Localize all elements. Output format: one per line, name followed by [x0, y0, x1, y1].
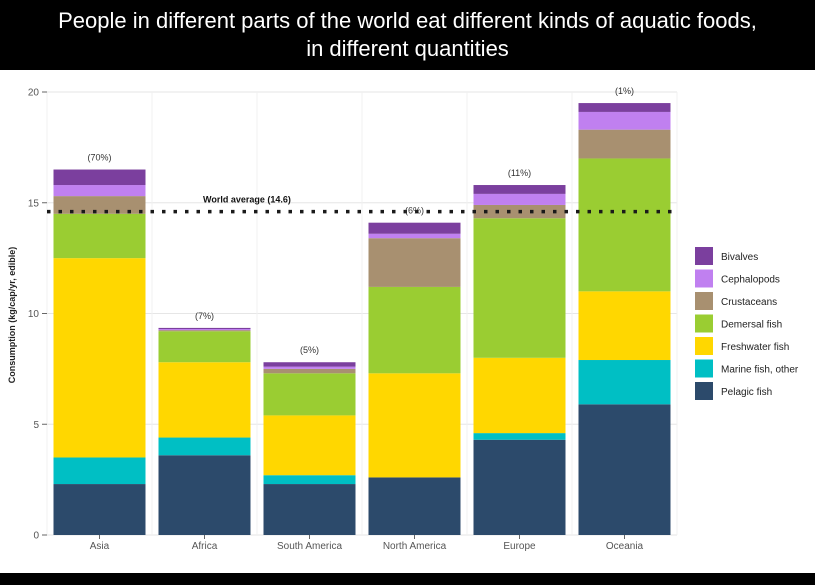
bar-segment-africa-pelagic-fish — [158, 455, 251, 535]
bar-segment-europe-cephalopods — [473, 193, 566, 205]
legend-label-freshwater-fish: Freshwater fish — [721, 342, 789, 353]
bar-segment-north-america-crustaceans — [368, 238, 461, 287]
world-average-label: World average (14.6) — [203, 195, 291, 205]
bar-segment-south-america-freshwater-fish — [263, 415, 356, 476]
bar-segment-africa-demersal-fish — [158, 331, 251, 363]
bar-segment-asia-freshwater-fish — [53, 258, 146, 458]
legend-label-demersal-fish: Demersal fish — [721, 320, 782, 331]
bars — [53, 103, 671, 535]
bar-segment-south-america-marine-fish-other — [263, 475, 356, 485]
y-axis: 0 5 10 15 20 — [28, 88, 47, 542]
bar-segment-africa-freshwater-fish — [158, 362, 251, 438]
share-label-oceania: (1%) — [615, 86, 634, 96]
bar-segment-oceania-cephalopods — [578, 111, 671, 130]
bar-segment-europe-demersal-fish — [473, 218, 566, 358]
bar-segment-oceania-marine-fish-other — [578, 360, 671, 405]
bar-segment-africa-cephalopods — [158, 329, 251, 331]
bar-segment-south-america-cephalopods — [263, 366, 356, 369]
gridlines — [46, 91, 678, 536]
bar-segment-oceania-crustaceans — [578, 129, 671, 159]
x-tick-label-oceania: Oceania — [606, 541, 644, 552]
bar-segment-oceania-bivalves — [578, 103, 671, 112]
legend-swatch-marine-fish-other — [695, 359, 713, 378]
bar-segment-europe-marine-fish-other — [473, 433, 566, 440]
share-label-asia: (70%) — [87, 153, 111, 163]
legend-label-bivalves: Bivalves — [721, 252, 758, 263]
chart-title: People in different parts of the world e… — [58, 8, 757, 61]
bar-segment-africa-bivalves — [158, 327, 251, 330]
y-tick-label: 5 — [33, 420, 39, 431]
y-tick-label: 0 — [33, 531, 39, 542]
bar-segment-africa-marine-fish-other — [158, 437, 251, 456]
legend-swatch-pelagic-fish — [695, 382, 713, 400]
legend-swatch-bivalves — [695, 247, 713, 265]
share-label-north-america: (6%) — [405, 206, 424, 216]
title-bar: People in different parts of the world e… — [0, 0, 815, 70]
bar-segment-south-america-crustaceans — [263, 368, 356, 374]
world-average-line: World average (14.6) — [47, 195, 677, 214]
bar-segment-south-america-bivalves — [263, 362, 356, 367]
bar-segment-europe-freshwater-fish — [473, 357, 566, 434]
legend-label-pelagic-fish: Pelagic fish — [721, 387, 772, 398]
x-tick-label-south-america: South America — [277, 541, 342, 552]
y-axis-label: Consumption (kg/cap/yr, edible) — [7, 247, 17, 384]
bar-segment-north-america-pelagic-fish — [368, 477, 461, 535]
legend-swatch-demersal-fish — [695, 314, 713, 333]
bar-segment-oceania-pelagic-fish — [578, 404, 671, 535]
x-tick-label-africa: Africa — [192, 541, 218, 552]
legend-swatch-crustaceans — [695, 292, 713, 310]
bar-segment-europe-bivalves — [473, 185, 566, 194]
bar-segment-asia-marine-fish-other — [53, 457, 146, 485]
footer-bar — [0, 573, 815, 585]
bar-segment-asia-pelagic-fish — [53, 484, 146, 535]
bar-segment-south-america-pelagic-fish — [263, 484, 356, 535]
bar-segment-south-america-demersal-fish — [263, 373, 356, 416]
y-tick-label: 10 — [28, 309, 40, 320]
bar-segment-europe-pelagic-fish — [473, 439, 566, 535]
legend-label-marine-fish-other: Marine fish, other — [721, 365, 799, 376]
x-axis: Asia Africa South America North America Euro… — [90, 535, 644, 552]
bar-segment-north-america-freshwater-fish — [368, 373, 461, 478]
share-labels: (70%) (7%) (5%) (6%) (11%) (1%) — [87, 86, 634, 355]
x-tick-label-europe: Europe — [503, 541, 536, 552]
y-tick-label: 20 — [28, 88, 40, 99]
legend-label-cephalopods: Cephalopods — [721, 275, 780, 286]
bar-segment-asia-bivalves — [53, 169, 146, 186]
bar-segment-asia-crustaceans — [53, 196, 146, 214]
bar-segment-oceania-freshwater-fish — [578, 291, 671, 361]
x-tick-label-asia: Asia — [90, 541, 110, 552]
x-tick-label-north-america: North America — [383, 541, 447, 552]
bar-segment-north-america-bivalves — [368, 222, 461, 234]
bar-segment-asia-demersal-fish — [53, 213, 146, 259]
share-label-africa: (7%) — [195, 311, 214, 321]
legend: Bivalves Cephalopods Crustaceans Demersal f… — [695, 247, 799, 400]
bar-segment-north-america-demersal-fish — [368, 286, 461, 374]
legend-label-crustaceans: Crustaceans — [721, 297, 777, 308]
bar-segment-oceania-demersal-fish — [578, 158, 671, 292]
share-label-europe: (11%) — [508, 168, 531, 178]
share-label-south-america: (5%) — [300, 345, 319, 355]
y-tick-label: 15 — [28, 198, 40, 209]
bar-segment-north-america-cephalopods — [368, 233, 461, 239]
legend-swatch-cephalopods — [695, 269, 713, 288]
legend-swatch-freshwater-fish — [695, 337, 713, 355]
bar-segment-asia-cephalopods — [53, 185, 146, 197]
bar-segment-africa-crustaceans — [158, 330, 251, 332]
stacked-bar-chart: World average (14.6) (70%) (7%) (5%) (6%) (1… — [7, 75, 799, 560]
